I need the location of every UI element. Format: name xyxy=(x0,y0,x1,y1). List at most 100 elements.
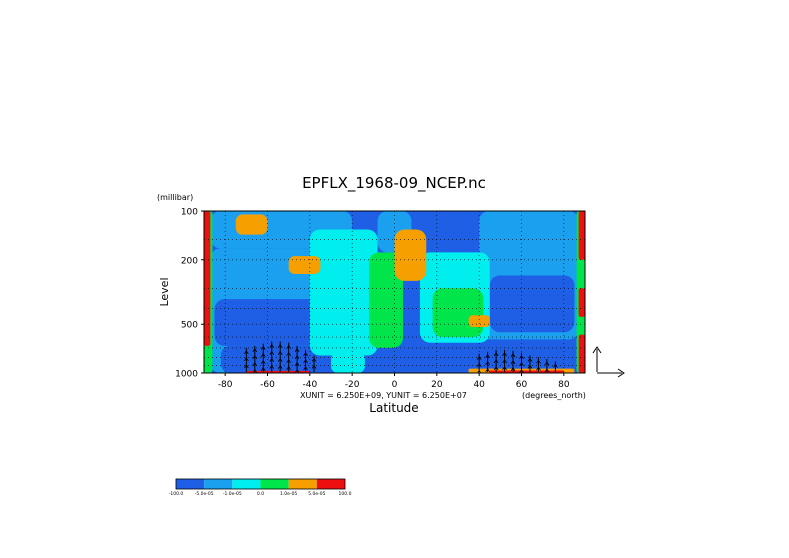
colorbar-label: 5.0e-05 xyxy=(308,491,325,497)
vector-arrow-head xyxy=(544,361,550,366)
vector-arrow-head xyxy=(510,367,516,372)
vector-arrow-head xyxy=(294,348,300,353)
vector-arrow-head xyxy=(260,360,266,364)
heatmap-region xyxy=(578,288,585,317)
vector-arrow-head xyxy=(269,350,275,355)
vector-arrow-head xyxy=(260,367,266,371)
vector-arrow-head xyxy=(252,348,258,353)
vector-arrow-head xyxy=(252,355,258,360)
colorbar-swatch xyxy=(288,479,317,489)
x-tick-label: -20 xyxy=(345,380,360,390)
x-axis-units: (degrees_north) xyxy=(522,391,586,400)
colorbar-swatch xyxy=(316,479,345,489)
x-tick-label: -60 xyxy=(260,380,275,390)
vector-arrow-head xyxy=(269,357,275,362)
vector-arrow-head xyxy=(244,350,249,355)
colorbar-label: -5.0e-05 xyxy=(195,491,214,497)
vector-arrow-head xyxy=(502,352,507,357)
vector-arrow-head xyxy=(527,364,533,369)
y-axis-units: (millibar) xyxy=(157,193,193,202)
vector-arrow-head xyxy=(244,364,249,369)
vector-arrow-head xyxy=(294,362,300,367)
heatmap-region xyxy=(578,334,585,373)
vector-arrow-head xyxy=(252,362,258,367)
vector-arrow-head xyxy=(311,357,317,362)
x-tick-label: -80 xyxy=(218,380,233,390)
vector-arrow-head xyxy=(294,369,300,373)
vector-arrow-head xyxy=(510,353,516,358)
grid-lines xyxy=(204,211,585,373)
vector-arrow-head xyxy=(311,364,317,369)
vector-arrow-head xyxy=(260,346,266,350)
colorbar-label: 1.0e-05 xyxy=(280,491,297,497)
colorbar: -100.0 -5.0e-05 -1.0e-05 0.0 1.0e-05 5.0e-05 1… xyxy=(169,478,352,497)
y-tick-label: 1000 xyxy=(175,370,198,380)
heatmap-regions xyxy=(204,211,585,373)
vector-arrow-head xyxy=(493,352,499,357)
y-tick-label: 100 xyxy=(181,208,198,218)
x-tick-label: 20 xyxy=(431,380,443,390)
vector-arrow-head xyxy=(476,362,482,367)
heatmap-region xyxy=(288,256,321,275)
vector-arrow-head xyxy=(277,350,283,355)
flux-vectors xyxy=(244,341,558,373)
vector-arrow-head xyxy=(269,364,275,369)
vector-arrow-head xyxy=(493,366,499,371)
colorbar-label: -1.0e-05 xyxy=(223,491,242,497)
x-tick-label: 0 xyxy=(392,380,398,390)
vector-arrow-head xyxy=(277,343,283,348)
y-axis-label: Level xyxy=(158,277,171,306)
vector-arrow-head xyxy=(476,355,482,360)
vector-arrow-head xyxy=(286,365,291,370)
vector-arrow-head xyxy=(485,368,490,373)
vector-arrow-head xyxy=(286,358,291,363)
vector-arrow-head xyxy=(536,359,541,364)
vector-arrow-head xyxy=(553,363,558,368)
vector-arrow-head xyxy=(286,344,291,349)
vector-arrow-head xyxy=(502,366,507,371)
vector-arrow-head xyxy=(485,361,490,366)
vector-arrow-head xyxy=(544,368,550,373)
chart-title: EPFLX_1968-09_NCEP.nc xyxy=(302,174,486,193)
vector-arrow-head xyxy=(244,357,249,362)
vector-arrow-head xyxy=(519,369,524,373)
vector-arrow-head xyxy=(502,359,507,364)
heatmap-region xyxy=(204,211,211,346)
vector-arrow-head xyxy=(303,366,308,371)
heatmap-region xyxy=(214,299,342,346)
vector-arrow-head xyxy=(294,355,300,360)
vector-arrow-head xyxy=(303,359,308,364)
colorbar-label: 100.0 xyxy=(339,491,352,497)
heatmap-region xyxy=(331,352,365,373)
scale-note: XUNIT = 6.250E+09, YUNIT = 6.250E+07 xyxy=(300,391,467,400)
vector-arrow-head xyxy=(493,359,499,364)
colorbar-label: -100.0 xyxy=(169,491,184,497)
vector-arrow-head xyxy=(485,354,490,359)
y-tick-label: 500 xyxy=(181,321,198,331)
vector-arrow-head xyxy=(286,351,291,356)
x-tick-label: -40 xyxy=(302,380,317,390)
vector-arrow-head xyxy=(519,355,524,359)
colorbar-label: 0.0 xyxy=(257,491,264,497)
x-tick-label: 80 xyxy=(558,380,570,390)
vector-arrow-head xyxy=(269,343,275,348)
heatmap-region xyxy=(309,229,378,356)
heatmap-region xyxy=(235,214,268,235)
heatmap-region xyxy=(468,315,490,327)
vector-arrow-head xyxy=(252,369,258,373)
x-tick-label: 40 xyxy=(473,380,485,390)
plot-area xyxy=(204,211,585,373)
heatmap-region xyxy=(489,275,575,333)
vector-arrow-head xyxy=(303,352,308,357)
colorbar-swatch xyxy=(176,479,205,489)
colorbar-swatch xyxy=(204,479,233,489)
heatmap-region xyxy=(220,345,331,373)
x-axis-label: Latitude xyxy=(369,401,418,415)
vector-arrow-head xyxy=(277,357,283,362)
vector-arrow-head xyxy=(527,357,533,362)
colorbar-swatch xyxy=(260,479,289,489)
y-axis-ticks: 100 200 500 1000 xyxy=(175,208,204,380)
vector-arrow-head xyxy=(510,360,516,365)
y-tick-label: 200 xyxy=(181,256,198,266)
